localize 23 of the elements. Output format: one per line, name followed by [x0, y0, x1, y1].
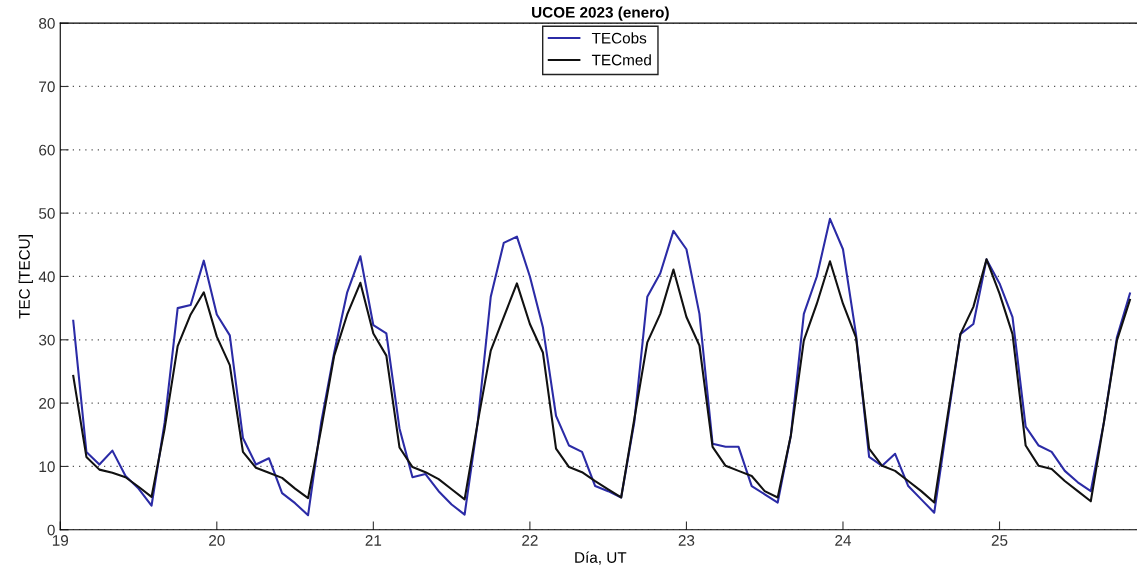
y-tick-label: 10 — [39, 461, 55, 473]
x-tick-label: 20 — [209, 535, 225, 546]
y-tick-label: 30 — [38, 334, 55, 346]
y-axis-title: TEC [TECU] — [18, 235, 33, 319]
y-tick-label: 60 — [39, 144, 55, 156]
x-tick-label: 24 — [835, 535, 852, 546]
legend-label: TECmed — [591, 54, 651, 66]
legend-label: TECobs — [591, 32, 647, 44]
x-tick-label: 22 — [522, 535, 538, 546]
y-tick-label: 50 — [39, 208, 55, 219]
line-series — [72, 217, 1131, 517]
y-tick-label: 70 — [39, 81, 55, 93]
y-tick-label: 0 — [47, 524, 55, 536]
y-tick-label: 40 — [38, 271, 55, 283]
line-series — [72, 258, 1131, 504]
y-tick-label: 20 — [39, 398, 55, 409]
x-tick-label: 19 — [52, 535, 69, 546]
x-axis-title: Día, UT — [575, 551, 627, 565]
chart-title: UCOE 2023 (enero) — [532, 6, 669, 21]
x-tick-label: 23 — [678, 535, 695, 546]
x-tick-label: 25 — [991, 535, 1008, 546]
x-tick-label: 21 — [365, 535, 382, 546]
y-tick-label: 80 — [39, 18, 55, 29]
